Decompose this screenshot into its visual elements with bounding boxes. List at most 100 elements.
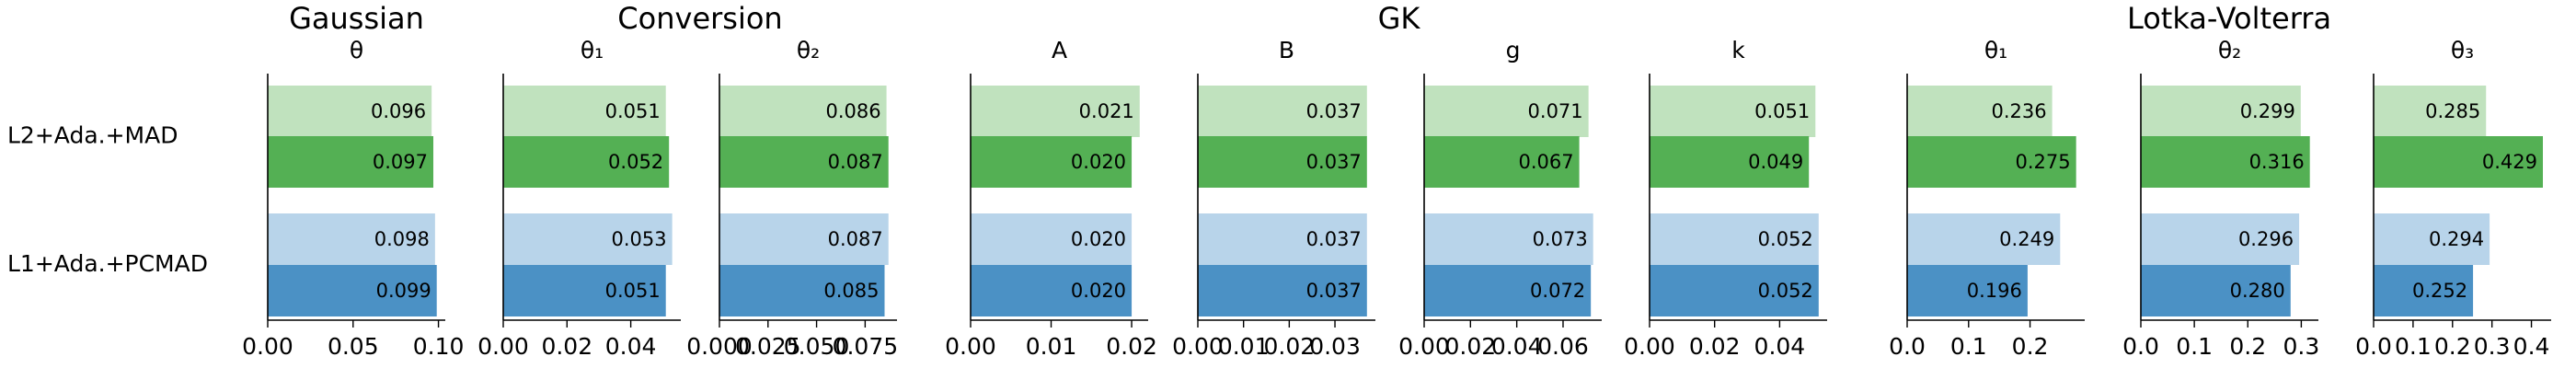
bar [1650,136,1810,188]
panel-title: A [1052,37,1067,63]
bar [1907,86,2053,137]
x-tick-label: 0.02 [1444,333,1496,360]
group-title: Conversion [617,1,782,36]
x-tick-label: 0.1 [2395,333,2432,360]
x-tick-label: 0.05 [328,333,379,360]
x-tick-label: 0.00 [945,333,996,360]
bar [268,213,435,265]
value-label: 0.275 [2016,151,2071,173]
value-label: 0.071 [1528,100,1583,122]
value-label: 0.252 [2412,280,2467,302]
value-label: 0.299 [2240,100,2295,122]
bar [1650,265,1819,316]
value-label: 0.296 [2238,228,2294,250]
bar [2374,136,2543,188]
bar [2141,86,2301,137]
bar [2141,213,2300,265]
value-label: 0.037 [1306,280,1362,302]
value-label: 0.052 [608,151,663,173]
value-label: 0.429 [2482,151,2537,173]
bar [503,136,670,188]
bar [1907,265,2028,316]
value-label: 0.096 [371,100,426,122]
bar [1198,136,1367,188]
value-label: 0.051 [1754,100,1810,122]
value-label: 0.072 [1530,280,1585,302]
bar [971,265,1133,316]
x-tick-label: 0.00 [477,333,529,360]
value-label: 0.037 [1306,100,1362,122]
bar [1424,265,1592,316]
x-tick-label: 0.4 [2513,333,2550,360]
panel-title: θ₁ [581,37,604,63]
x-tick-label: 0.00 [1624,333,1675,360]
value-label: 0.097 [373,151,428,173]
bar [1907,136,2076,188]
x-tick-label: 0.04 [1754,333,1806,360]
bar [719,265,885,316]
bar [2374,265,2474,316]
bar [503,265,666,316]
value-label: 0.020 [1071,280,1126,302]
x-tick-label: 0.000 [686,333,753,360]
panel-title: θ [350,37,363,63]
group-title: Gaussian [289,1,424,36]
value-label: 0.249 [1999,228,2054,250]
value-label: 0.020 [1071,228,1126,250]
value-label: 0.196 [1967,280,2022,302]
bar [268,86,432,137]
bar [268,136,434,188]
x-tick-label: 0.00 [1398,333,1450,360]
bar [2374,213,2490,265]
x-tick-label: 0.04 [605,333,657,360]
x-tick-label: 0.3 [2474,333,2511,360]
x-tick-label: 0.01 [1026,333,1077,360]
value-label: 0.021 [1079,100,1134,122]
x-tick-label: 0.0 [2122,333,2159,360]
x-tick-label: 0.2 [2434,333,2471,360]
bar [503,213,673,265]
panel-title: θ₃ [2451,37,2474,63]
panel-title: g [1506,37,1521,63]
bar [2141,265,2291,316]
panel-title: θ₂ [797,37,820,63]
value-label: 0.087 [828,151,883,173]
x-tick-label: 0.02 [541,333,592,360]
panel-title: k [1731,37,1745,63]
bar [719,213,889,265]
bar [2374,86,2487,137]
bar [1424,213,1593,265]
x-tick-label: 0.03 [1309,333,1361,360]
x-tick-label: 0.10 [413,333,465,360]
x-tick-label: 0.025 [735,333,801,360]
bar [268,265,437,316]
value-label: 0.285 [2425,100,2480,122]
value-label: 0.037 [1306,228,1362,250]
x-tick-label: 0.1 [1950,333,1987,360]
value-label: 0.085 [823,280,879,302]
x-tick-label: 0.2 [2229,333,2266,360]
value-label: 0.294 [2429,228,2484,250]
value-label: 0.052 [1758,280,1813,302]
x-tick-label: 0.3 [2283,333,2320,360]
bar [1907,213,2061,265]
x-tick-label: 0.0 [2355,333,2392,360]
bar [971,136,1133,188]
value-label: 0.053 [612,228,667,250]
value-label: 0.049 [1748,151,1803,173]
x-tick-label: 0.00 [1172,333,1224,360]
value-label: 0.099 [376,280,431,302]
value-label: 0.052 [1758,228,1813,250]
row-label: L1+Ada.+PCMAD [7,250,208,277]
value-label: 0.051 [605,280,661,302]
x-tick-label: 0.1 [2176,333,2213,360]
value-label: 0.037 [1306,151,1362,173]
value-label: 0.316 [2249,151,2305,173]
bar [2141,136,2310,188]
x-tick-label: 0.02 [1264,333,1316,360]
bar [1424,86,1589,137]
x-tick-label: 0.075 [833,333,899,360]
x-tick-label: 0.0 [1889,333,1926,360]
value-label: 0.236 [1991,100,2046,122]
x-tick-label: 0.02 [1689,333,1741,360]
